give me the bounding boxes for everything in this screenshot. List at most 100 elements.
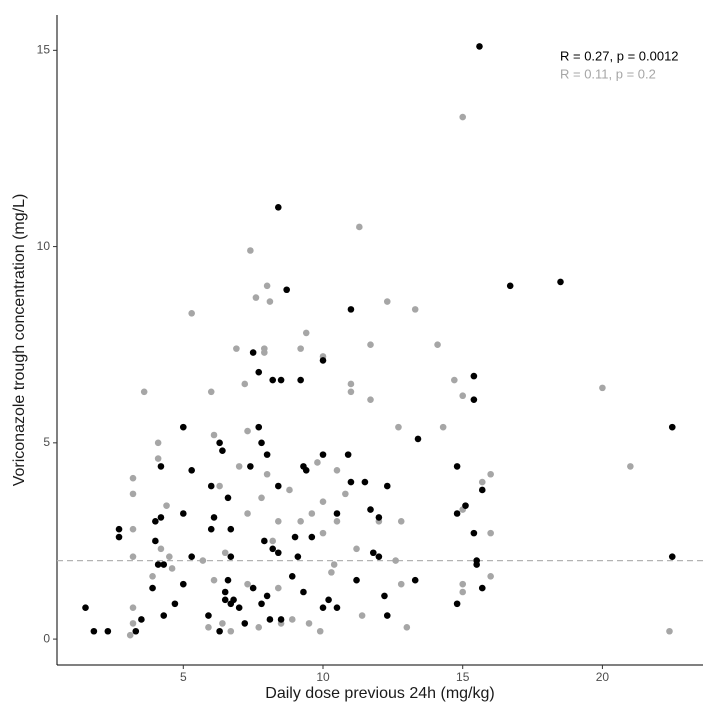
x-tick-label: 15 xyxy=(456,670,470,684)
point xyxy=(129,490,137,498)
point xyxy=(395,423,402,431)
point xyxy=(459,588,467,596)
point xyxy=(154,561,162,568)
point xyxy=(506,282,514,290)
point xyxy=(453,463,461,470)
point xyxy=(235,463,243,470)
point xyxy=(129,553,137,560)
point xyxy=(216,482,223,490)
point xyxy=(168,565,176,572)
point xyxy=(286,486,293,494)
point xyxy=(104,627,112,635)
point xyxy=(129,604,137,611)
point xyxy=(397,580,405,588)
annotation: R = 0.27, p = 0.0012 xyxy=(560,48,679,63)
point xyxy=(258,439,265,447)
point xyxy=(266,616,274,623)
point xyxy=(244,580,251,588)
point xyxy=(221,596,229,604)
point xyxy=(274,204,282,211)
point xyxy=(478,584,486,592)
point xyxy=(126,631,134,639)
point xyxy=(263,470,271,478)
point xyxy=(160,561,168,568)
x-axis-title: Daily dose previous 24h (mg/kg) xyxy=(265,685,494,702)
point xyxy=(241,620,249,627)
point xyxy=(152,537,159,545)
point xyxy=(439,423,447,431)
point xyxy=(235,604,243,611)
point xyxy=(325,596,332,604)
x-tick-label: 10 xyxy=(316,670,330,684)
point xyxy=(344,451,352,458)
point xyxy=(375,514,383,521)
point xyxy=(347,478,355,486)
point xyxy=(478,478,486,486)
point xyxy=(263,282,271,290)
point xyxy=(599,384,606,392)
point xyxy=(453,510,461,517)
point xyxy=(132,627,140,635)
point xyxy=(258,600,265,608)
point xyxy=(319,451,327,458)
point xyxy=(414,435,422,443)
point xyxy=(115,533,123,541)
point xyxy=(397,518,405,525)
point xyxy=(247,247,254,254)
point xyxy=(288,616,296,623)
point xyxy=(470,396,478,403)
point xyxy=(381,592,388,600)
point xyxy=(247,463,254,470)
point xyxy=(470,529,478,537)
point xyxy=(166,553,173,560)
point xyxy=(333,510,341,517)
point xyxy=(319,529,327,537)
point xyxy=(255,423,263,431)
point xyxy=(666,627,673,635)
point xyxy=(188,467,195,474)
point xyxy=(459,580,467,588)
point xyxy=(487,572,494,580)
point xyxy=(294,553,302,560)
y-tick-label: 5 xyxy=(43,435,50,449)
point xyxy=(224,576,232,584)
point xyxy=(199,557,207,564)
point xyxy=(160,612,168,619)
point xyxy=(487,529,494,537)
point xyxy=(154,455,162,462)
point xyxy=(205,624,212,631)
point xyxy=(288,572,296,580)
point xyxy=(179,510,187,517)
point xyxy=(473,561,480,568)
point xyxy=(263,592,271,600)
point xyxy=(210,576,218,584)
point xyxy=(233,345,240,352)
point xyxy=(163,502,170,509)
point xyxy=(367,341,374,349)
point xyxy=(668,423,676,431)
point xyxy=(361,478,369,486)
y-tick-label: 0 xyxy=(43,631,50,645)
point xyxy=(249,584,257,592)
y-tick-label: 10 xyxy=(37,239,51,253)
point xyxy=(261,345,268,352)
point xyxy=(227,553,235,560)
point xyxy=(221,549,229,557)
point xyxy=(369,549,377,557)
point xyxy=(383,298,391,305)
point xyxy=(241,380,249,388)
point xyxy=(269,537,277,545)
point xyxy=(305,620,313,627)
point xyxy=(274,482,282,490)
point xyxy=(261,537,268,545)
point xyxy=(207,482,215,490)
point xyxy=(319,604,327,611)
point xyxy=(216,439,223,447)
point xyxy=(179,580,187,588)
point xyxy=(157,463,165,470)
point xyxy=(375,553,383,560)
point xyxy=(269,376,277,384)
point xyxy=(129,474,137,482)
point xyxy=(90,627,98,635)
point xyxy=(277,376,285,384)
